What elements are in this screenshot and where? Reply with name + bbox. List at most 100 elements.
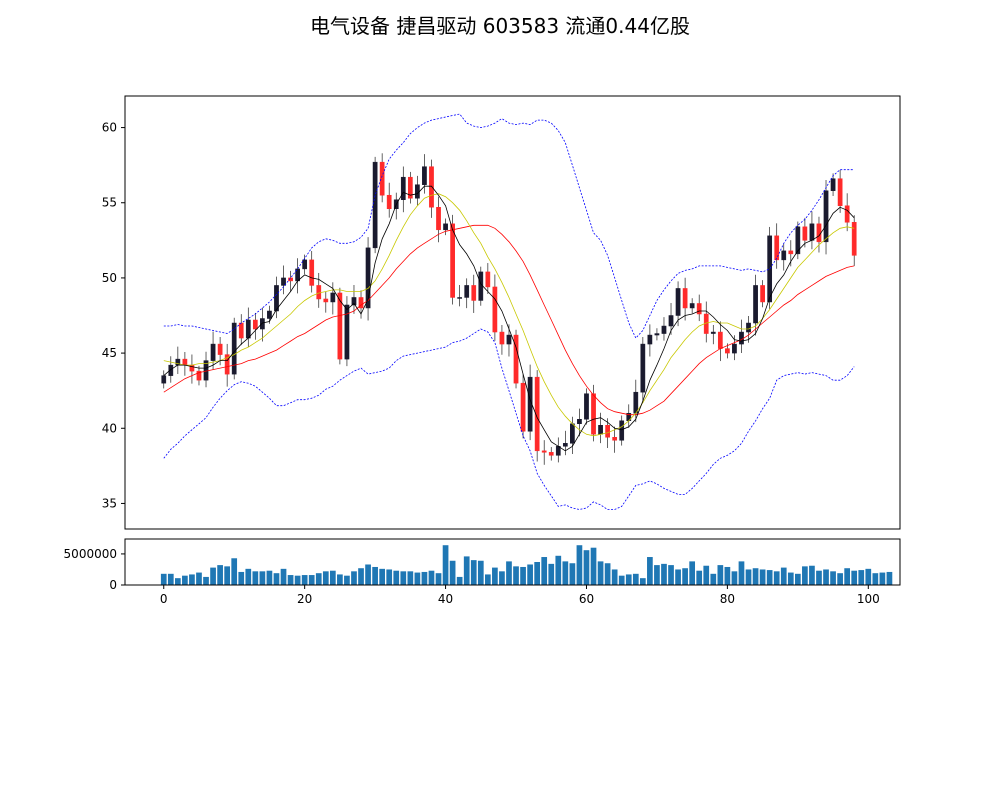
volume-bar [315, 573, 322, 585]
volume-bar [294, 575, 301, 585]
volume-bar [308, 575, 315, 585]
candle-body [844, 205, 850, 223]
volume-bar [555, 555, 562, 585]
candle-body [267, 310, 272, 319]
candle-body [598, 425, 603, 435]
volume-bar [654, 565, 660, 585]
volume-bar [604, 563, 611, 585]
volume-bar [724, 566, 731, 585]
volume-bar [456, 576, 463, 585]
volume-bar [576, 545, 583, 585]
volume-bar [816, 570, 822, 585]
candle-body [471, 285, 477, 301]
candle-body [429, 166, 434, 208]
volume-y-tick-label: 5000000 [64, 547, 117, 561]
volume-bar [280, 568, 287, 585]
candle-body [774, 235, 780, 261]
candle-body [182, 358, 188, 366]
candle-body [668, 315, 674, 327]
volume-bar [886, 571, 893, 585]
candle-body [443, 223, 448, 231]
candle-body [231, 322, 237, 375]
candle-body [422, 166, 427, 185]
candle-body [682, 288, 688, 309]
x-tick-label: 100 [857, 592, 880, 606]
candle-body [654, 333, 660, 336]
volume-bar [499, 571, 505, 585]
volume-bar [160, 573, 167, 585]
candle-body [830, 178, 836, 191]
candle-body [478, 271, 484, 301]
volume-bar [238, 571, 245, 585]
price-y-tick-label: 50 [102, 271, 117, 285]
volume-bar [196, 572, 202, 585]
candle-body [562, 443, 568, 447]
candle-body [316, 285, 322, 300]
volume-bar [513, 566, 519, 585]
candle-body [281, 277, 286, 286]
x-tick-label: 40 [438, 592, 453, 606]
volume-bar [625, 574, 632, 585]
volume-bar [435, 573, 442, 585]
candle-body [647, 334, 653, 345]
volume-bar [745, 569, 752, 585]
volume-bar [224, 566, 231, 585]
volume-bar [773, 571, 780, 585]
candle-body [415, 184, 420, 199]
volume-bar [492, 567, 498, 585]
x-tick-label: 20 [297, 592, 312, 606]
volume-bar [245, 568, 252, 585]
candle-body [238, 322, 244, 339]
candle-body [675, 288, 681, 316]
bollinger-upper-line [163, 113, 855, 339]
candle-body [302, 259, 308, 270]
candle-body [217, 343, 223, 355]
volume-bar [639, 578, 646, 585]
volume-bar [844, 568, 851, 585]
volume-bar [301, 575, 308, 585]
volume-bar [379, 568, 386, 585]
candle-body [605, 425, 610, 438]
volume-y-tick-label: 0 [109, 578, 117, 592]
volume-bar [203, 576, 209, 585]
candle-body [725, 348, 730, 354]
candle-body [689, 303, 695, 309]
candle-body [288, 277, 293, 282]
ma-mid-line [163, 193, 855, 437]
volume-bar [167, 573, 174, 585]
volume-bar [794, 573, 801, 585]
candle-body [816, 223, 822, 243]
volume-bar [696, 570, 703, 585]
candle-body [746, 322, 751, 333]
volume-bar [414, 572, 421, 585]
candle-body [168, 364, 174, 376]
candle-body [499, 331, 505, 345]
volume-bar [562, 561, 569, 585]
candle-body [344, 304, 350, 360]
price-y-tick-label: 60 [102, 121, 117, 135]
candle-body [661, 325, 667, 334]
candle-body [252, 319, 258, 330]
candle-body [323, 298, 329, 303]
volume-bar [344, 575, 350, 585]
volume-bar [802, 566, 808, 585]
volume-bar [583, 550, 590, 585]
candle-body [781, 250, 787, 261]
candle-body [506, 334, 512, 345]
volume-bar [210, 567, 216, 585]
volume-bar [703, 565, 710, 585]
candle-body [612, 437, 618, 441]
volume-bar [872, 573, 879, 585]
candle-body [379, 161, 385, 196]
candle-body [365, 247, 371, 309]
volume-bar [668, 565, 674, 585]
volume-bar [329, 570, 336, 585]
candle-body [407, 176, 413, 199]
volume-y-axis: 0 5000000 [64, 547, 125, 592]
volume-bar [865, 568, 872, 585]
volume-bar [780, 567, 787, 585]
candle-body [795, 226, 801, 255]
volume-bar [830, 571, 836, 585]
volume-bar [252, 571, 259, 585]
